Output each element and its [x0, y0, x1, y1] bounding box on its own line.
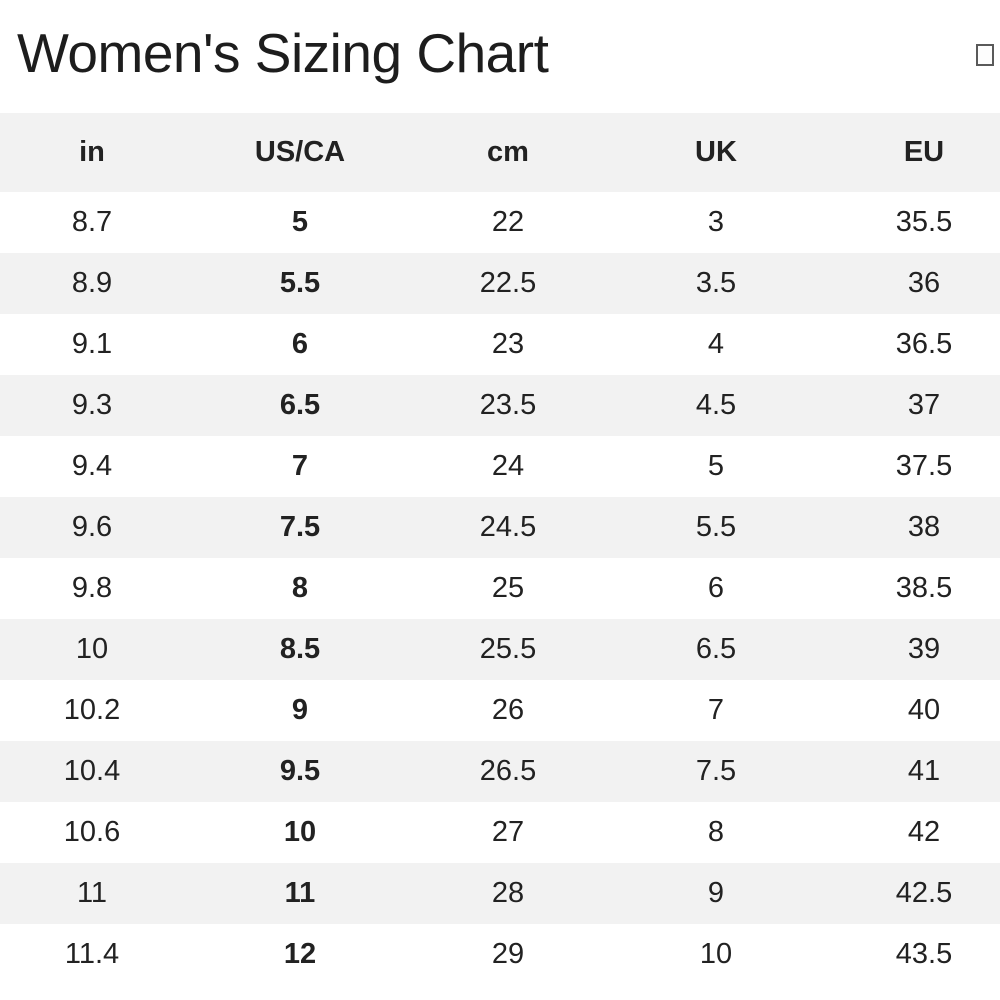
- table-cell: 27: [404, 802, 612, 863]
- table-cell: 11.4: [0, 924, 196, 985]
- table-cell: 41: [820, 741, 1000, 802]
- table-cell: 9.6: [0, 497, 196, 558]
- table-cell: 7.5: [612, 741, 820, 802]
- table-cell: 6: [612, 558, 820, 619]
- table-cell: 5: [196, 192, 404, 253]
- table-cell: 42: [820, 802, 1000, 863]
- table-cell: 8: [612, 802, 820, 863]
- table-row: 10.6 10 27 8 42: [0, 802, 1000, 863]
- table-row: 9.1 6 23 4 36.5: [0, 314, 1000, 375]
- table-cell: 4: [612, 314, 820, 375]
- table-cell: 8.7: [0, 192, 196, 253]
- table-cell: 8.5: [196, 619, 404, 680]
- table-row: 9.8 8 25 6 38.5: [0, 558, 1000, 619]
- page-title: Women's Sizing Chart: [17, 22, 549, 84]
- table-cell: 10.2: [0, 680, 196, 741]
- table-cell: 26: [404, 680, 612, 741]
- column-header-eu: EU: [820, 113, 1000, 192]
- table-row: 9.4 7 24 5 37.5: [0, 436, 1000, 497]
- table-cell: 7.5: [196, 497, 404, 558]
- column-header-usca: US/CA: [196, 113, 404, 192]
- table-cell: 24.5: [404, 497, 612, 558]
- table-cell: 23: [404, 314, 612, 375]
- table-cell: 6.5: [612, 619, 820, 680]
- table-cell: 37: [820, 375, 1000, 436]
- table-cell: 9.1: [0, 314, 196, 375]
- table-cell: 28: [404, 863, 612, 924]
- table-cell: 38: [820, 497, 1000, 558]
- table-cell: 23.5: [404, 375, 612, 436]
- table-cell: 26.5: [404, 741, 612, 802]
- table-cell: 25.5: [404, 619, 612, 680]
- table-cell: 40: [820, 680, 1000, 741]
- table-row: 8.9 5.5 22.5 3.5 36: [0, 253, 1000, 314]
- column-header-in: in: [0, 113, 196, 192]
- table-cell: 10.6: [0, 802, 196, 863]
- table-cell: 22.5: [404, 253, 612, 314]
- table-cell: 5.5: [196, 253, 404, 314]
- table-row: 10.2 9 26 7 40: [0, 680, 1000, 741]
- table-cell: 6.5: [196, 375, 404, 436]
- table-cell: 11: [0, 863, 196, 924]
- table-cell: 9: [196, 680, 404, 741]
- table-cell: 9.4: [0, 436, 196, 497]
- table-cell: 12: [196, 924, 404, 985]
- table-cell: 7: [196, 436, 404, 497]
- table-cell: 42.5: [820, 863, 1000, 924]
- placeholder-box-icon[interactable]: [976, 44, 994, 66]
- table-cell: 36.5: [820, 314, 1000, 375]
- table-row: 10.4 9.5 26.5 7.5 41: [0, 741, 1000, 802]
- table-cell: 3: [612, 192, 820, 253]
- table-row: 11.4 12 29 10 43.5: [0, 924, 1000, 985]
- table-cell: 10: [612, 924, 820, 985]
- table-cell: 8: [196, 558, 404, 619]
- header: Women's Sizing Chart: [0, 0, 1000, 113]
- table-cell: 24: [404, 436, 612, 497]
- table-row: 9.6 7.5 24.5 5.5 38: [0, 497, 1000, 558]
- table-cell: 9: [612, 863, 820, 924]
- table-cell: 35.5: [820, 192, 1000, 253]
- table-cell: 10.4: [0, 741, 196, 802]
- table-cell: 37.5: [820, 436, 1000, 497]
- table-body: 8.7 5 22 3 35.5 8.9 5.5 22.5 3.5 36 9.1 6 23 4 36.5 9.3…: [0, 192, 1000, 985]
- table-row: 9.3 6.5 23.5 4.5 37: [0, 375, 1000, 436]
- table-cell: 29: [404, 924, 612, 985]
- table-cell: 9.5: [196, 741, 404, 802]
- table-cell: 11: [196, 863, 404, 924]
- table-cell: 10: [196, 802, 404, 863]
- table-cell: 9.3: [0, 375, 196, 436]
- table-cell: 3.5: [612, 253, 820, 314]
- table-header-row: in US/CA cm UK EU: [0, 113, 1000, 192]
- column-header-cm: cm: [404, 113, 612, 192]
- column-header-uk: UK: [612, 113, 820, 192]
- table-row: 11 11 28 9 42.5: [0, 863, 1000, 924]
- sizing-table: in US/CA cm UK EU 8.7 5 22 3 35.5 8.9 5.5 22.5 3…: [0, 113, 1000, 985]
- table-cell: 36: [820, 253, 1000, 314]
- table-cell: 25: [404, 558, 612, 619]
- table-cell: 7: [612, 680, 820, 741]
- table-cell: 5: [612, 436, 820, 497]
- table-cell: 38.5: [820, 558, 1000, 619]
- table-cell: 9.8: [0, 558, 196, 619]
- table-cell: 4.5: [612, 375, 820, 436]
- table-cell: 43.5: [820, 924, 1000, 985]
- table-cell: 10: [0, 619, 196, 680]
- table-cell: 8.9: [0, 253, 196, 314]
- table-row: 8.7 5 22 3 35.5: [0, 192, 1000, 253]
- table-cell: 39: [820, 619, 1000, 680]
- table-cell: 22: [404, 192, 612, 253]
- table-cell: 6: [196, 314, 404, 375]
- table-cell: 5.5: [612, 497, 820, 558]
- table-row: 10 8.5 25.5 6.5 39: [0, 619, 1000, 680]
